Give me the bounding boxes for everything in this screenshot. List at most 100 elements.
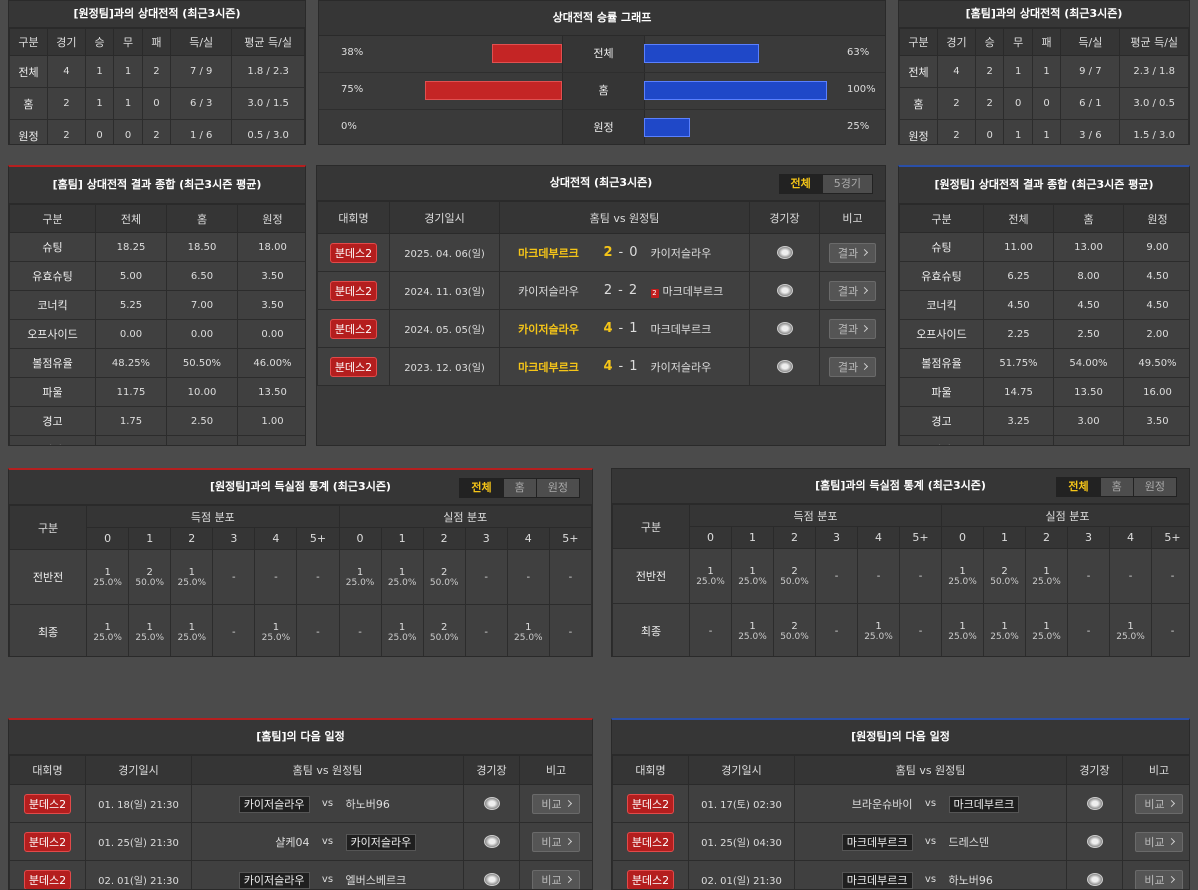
bucket-header: 5+ — [548, 527, 592, 550]
row-label: 최종 — [612, 603, 690, 656]
cell: 2.50 — [166, 406, 238, 436]
count: 1 — [1001, 620, 1008, 632]
cell: 3.0 / 0.5 — [1119, 87, 1189, 120]
row-label: 홈 — [9, 87, 48, 120]
panel-title: 상대전적 (최근3시즌) 전체 5경기 — [317, 166, 885, 201]
cell: 3.50 — [237, 290, 305, 320]
results-table: 대회명 경기일시 홈팀 vs 원정팀 경기장 비고 분데스2 2025. 04. 06(일)… — [317, 201, 885, 386]
cell: 1 — [84, 87, 115, 120]
match: 카이저슬라우 4-1 마크데부르크 — [501, 321, 748, 337]
goal-stats-away-panel: [원정팀]과의 득실점 통계 (최근3시즌) 전체 홈 원정 구분 득점 분포 실점 분포 0… — [8, 468, 593, 657]
button[interactable]: 결과 — [828, 280, 877, 301]
result-row: 분데스2 2025. 04. 06(일) 마크데부르크 2-0 카이저슬라우 결과 — [317, 233, 885, 272]
away-rate-label: 63% — [847, 47, 870, 58]
button[interactable]: 결과 — [828, 356, 877, 377]
tab[interactable]: 전체 — [779, 175, 822, 193]
button[interactable]: 비교 — [532, 869, 580, 889]
stadium-icon[interactable] — [483, 835, 500, 848]
stadium-icon[interactable] — [776, 322, 793, 335]
row-header: 구분 — [612, 504, 690, 549]
button-label: 비교 — [541, 835, 562, 849]
column-header: 패 — [141, 28, 172, 56]
note-cell: 비교 — [1122, 784, 1189, 823]
tab-group: 전체 홈 원정 — [459, 478, 580, 498]
count: 1 — [398, 566, 406, 578]
score: 4-1 — [595, 359, 647, 374]
button[interactable]: 비교 — [1135, 869, 1183, 889]
away-team: 카이저슬라우 — [650, 246, 712, 260]
header-row: 대회명 경기일시 홈팀 vs 원정팀 경기장 비고 — [9, 755, 592, 785]
column-header: 전체 — [983, 204, 1054, 233]
bucket-header: 2 — [773, 526, 816, 549]
bucket-header: 2 — [1025, 526, 1069, 549]
bucket-header: 1 — [983, 526, 1027, 549]
cell: 1.00 — [1123, 435, 1189, 445]
home-schedule-panel: [홈팀]의 다음 일정 대회명 경기일시 홈팀 vs 원정팀 경기장 비고 분데스2 01. … — [8, 718, 593, 890]
tab[interactable]: 홈 — [502, 479, 536, 497]
table-row: 원정 2 0 1 1 3 / 6 1.5 / 3.0 — [899, 119, 1189, 144]
stadium-icon[interactable] — [483, 873, 500, 886]
bucket-header: 0 — [941, 526, 985, 549]
stadium-cell — [463, 822, 520, 861]
count: 1 — [272, 621, 280, 633]
graph-row: 38% 전체 63% — [319, 36, 885, 73]
tab[interactable]: 전체 — [460, 479, 503, 497]
button[interactable]: 비교 — [1135, 793, 1183, 814]
cell: 50.50% — [166, 348, 238, 378]
bucket-header: 3 — [1067, 526, 1111, 549]
stadium-icon[interactable] — [1086, 873, 1103, 886]
goal-stats-table: 구분 득점 분포 실점 분포 0 1 2 3 4 5+ 0 1 2 3 4 5+ 전반전 1 25.0% 1 25.0… — [612, 504, 1189, 656]
button[interactable]: 비교 — [1135, 831, 1183, 852]
stadium-icon[interactable] — [483, 797, 500, 810]
column-header: 구분 — [9, 28, 48, 56]
panel-title: [원정팀]의 다음 일정 — [612, 720, 1189, 755]
stadium-icon[interactable] — [1086, 797, 1103, 810]
button[interactable]: 결과 — [828, 318, 877, 339]
percent: 25.0% — [948, 631, 977, 642]
home-rate-label: 38% — [341, 47, 364, 58]
stat-cell: - — [815, 548, 858, 604]
table-row: 볼점유율 48.25% 50.50% 46.00% — [9, 348, 305, 378]
stadium-icon[interactable] — [1086, 835, 1103, 848]
stat-cell: - — [815, 603, 858, 656]
cell: 2.25 — [983, 319, 1054, 349]
count: 1 — [749, 620, 756, 632]
home-team: 마크데부르크 — [841, 833, 913, 851]
vs-label: vs — [321, 874, 334, 885]
league-cell: 분데스2 — [317, 309, 390, 348]
button[interactable]: 비교 — [532, 831, 580, 852]
stadium-icon[interactable] — [776, 246, 793, 259]
row-label: 오프사이드 — [899, 319, 984, 349]
table-row: 유효슈팅 5.00 6.50 3.50 — [9, 261, 305, 291]
match-cell: 마크데부르크 vs 하노버96 — [794, 860, 1067, 889]
schedule-row: 분데스2 01. 25(일) 21:30 샬케04 vs 카이저슬라우 비교 — [9, 822, 592, 861]
tab[interactable]: 원정 — [1132, 478, 1176, 496]
column-header: 득/실 — [1060, 28, 1121, 56]
card-badge: 2 — [650, 288, 659, 298]
stadium-icon[interactable] — [776, 360, 793, 373]
tab[interactable]: 전체 — [1057, 478, 1100, 496]
button[interactable]: 결과 — [828, 242, 877, 263]
tab[interactable]: 홈 — [1099, 478, 1133, 496]
count: 2 — [440, 621, 448, 633]
column-header: 승 — [974, 28, 1005, 56]
cell: 2 — [141, 55, 172, 88]
cell: 16.00 — [1123, 377, 1189, 407]
cell: 0.00 — [95, 435, 167, 445]
cell: 6.50 — [166, 261, 238, 291]
bucket-header: 1 — [128, 527, 172, 550]
stats-table: 구분 전체 홈 원정 슈팅 11.00 13.00 9.00 유효슈팅 6.25 8.00 4.50 코… — [899, 204, 1189, 445]
button-label: 결과 — [837, 360, 859, 374]
home-team-wrap: 브라운슈바이 — [798, 796, 913, 812]
button[interactable]: 비교 — [532, 793, 580, 814]
percent: 25.0% — [93, 577, 122, 588]
stadium-icon[interactable] — [776, 284, 793, 297]
tab[interactable]: 5경기 — [821, 175, 872, 193]
home-score: 2 — [603, 283, 613, 298]
away-score: 0 — [629, 245, 638, 260]
cell: 4.50 — [1123, 290, 1189, 320]
stadium-cell — [463, 784, 520, 823]
tab[interactable]: 원정 — [535, 479, 579, 497]
bucket-header: 3 — [464, 527, 508, 550]
cell: 4.50 — [1123, 261, 1189, 291]
